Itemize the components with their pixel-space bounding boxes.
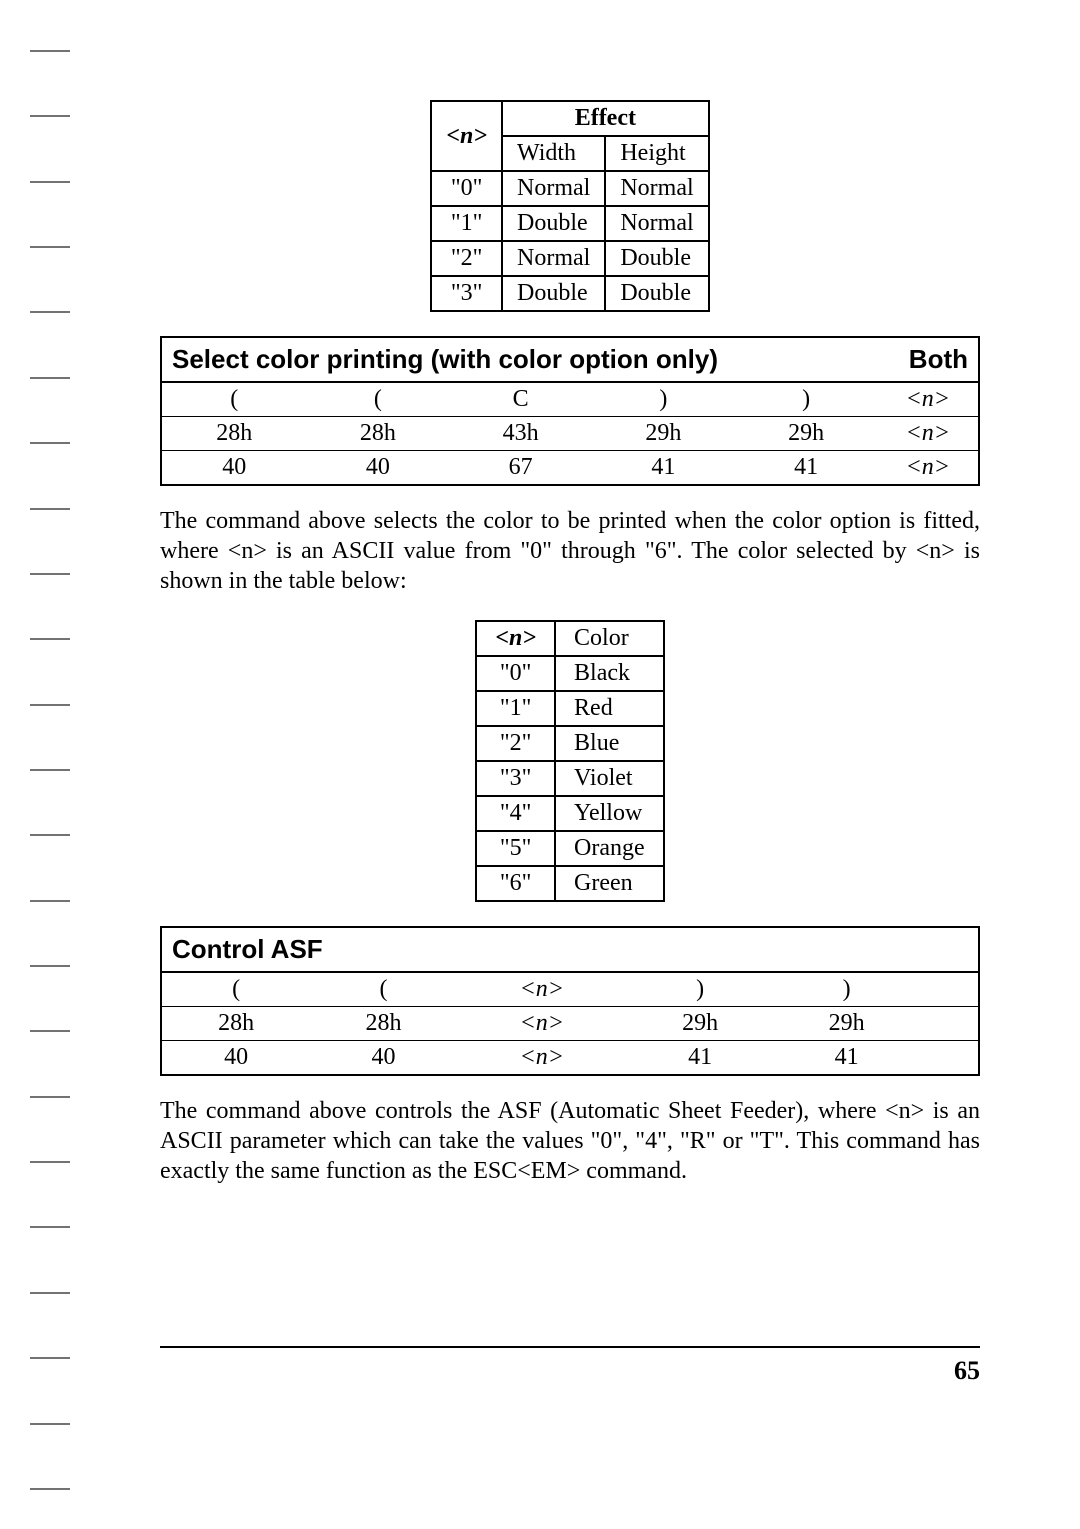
footer-rule (160, 1346, 980, 1348)
effect-header-n: <n> (431, 101, 502, 171)
color-cmd-tag: Both (878, 337, 979, 382)
asf-paragraph: The command above controls the ASF (Auto… (160, 1096, 980, 1186)
effect-row: "0" Normal Normal (431, 171, 708, 206)
color-row: "2"Blue (476, 726, 663, 761)
cmd-row-ascii: ( ( <n> ) ) (161, 972, 979, 1007)
effect-header-width: Width (502, 136, 605, 171)
color-row: "1"Red (476, 691, 663, 726)
color-table-header-color: Color (555, 621, 664, 656)
effect-header-effect: Effect (502, 101, 709, 136)
asf-cmd-tag (920, 927, 979, 972)
page: <n> Effect Width Height "0" Normal Norma… (0, 0, 1080, 1529)
color-cmd-title: Select color printing (with color option… (161, 337, 878, 382)
asf-cmd-title: Control ASF (161, 927, 920, 972)
color-row: "3"Violet (476, 761, 663, 796)
color-row: "0"Black (476, 656, 663, 691)
cmd-row-dec: 40 40 67 41 41 <n> (161, 451, 979, 486)
effect-row: "1" Double Normal (431, 206, 708, 241)
color-paragraph: The command above selects the color to b… (160, 506, 980, 596)
effect-table: <n> Effect Width Height "0" Normal Norma… (430, 100, 709, 312)
color-row: "6"Green (476, 866, 663, 901)
color-table-header-n: <n> (476, 621, 555, 656)
cmd-row-dec: 40 40 <n> 41 41 (161, 1041, 979, 1076)
cmd-row-hex: 28h 28h 43h 29h 29h <n> (161, 417, 979, 451)
color-row: "5"Orange (476, 831, 663, 866)
color-table: <n> Color "0"Black "1"Red "2"Blue "3"Vio… (475, 620, 664, 902)
effect-row: "2" Normal Double (431, 241, 708, 276)
cmd-row-hex: 28h 28h <n> 29h 29h (161, 1007, 979, 1041)
spiral-binding (30, 40, 90, 1490)
color-command-table: Select color printing (with color option… (160, 336, 980, 486)
effect-row: "3" Double Double (431, 276, 708, 311)
effect-header-height: Height (605, 136, 708, 171)
cmd-row-ascii: ( ( C ) ) <n> (161, 382, 979, 417)
page-number: 65 (160, 1356, 980, 1386)
color-row: "4"Yellow (476, 796, 663, 831)
asf-command-table: Control ASF ( ( <n> ) ) 28h 28h <n> 29h … (160, 926, 980, 1076)
